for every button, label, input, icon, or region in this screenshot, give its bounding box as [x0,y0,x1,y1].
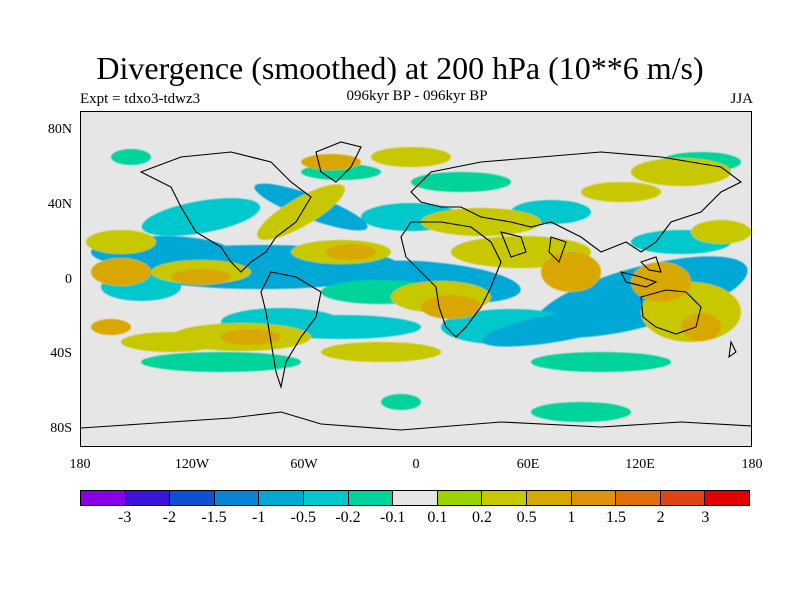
season-label: JJA [730,91,753,107]
coastline [410,151,743,253]
lat-label-40n: 40N [47,197,72,212]
colorbar-box [259,491,304,505]
colorbar-box [437,491,483,505]
colorbar-box [616,491,661,505]
divergence-contour-region [321,342,441,362]
divergence-contour-region [257,184,345,240]
lat-label-80n: 80N [47,122,72,137]
divergence-contour-region [381,394,421,410]
coastline [548,236,567,264]
divergence-contour-region [91,319,131,335]
colorbar-box [393,491,438,505]
colorbar-box [348,491,394,505]
divergence-contour-region [141,352,301,372]
colorbar-tick-label: 0.1 [427,509,448,526]
divergence-contour-region [371,147,451,167]
colorbar [80,490,750,506]
coastline [139,151,312,273]
map-panel [80,111,752,447]
colorbar-box [660,491,706,505]
divergence-contour-region [541,252,601,292]
coastline [315,141,362,183]
divergence-contour-region [91,258,151,286]
colorbar-tick-label: 1 [567,509,576,526]
period-label: 096kyr BP - 096kyr BP [346,88,488,104]
colorbar-tick-label: -0.1 [379,509,406,526]
divergence-contour-region [301,154,361,170]
divergence-contour-region [171,269,231,285]
coastline [500,231,527,258]
divergence-contour-region [411,172,511,192]
colorbar-tick-label: -1.5 [201,509,227,526]
divergence-contour-region [631,158,731,186]
divergence-contour-region [121,332,221,352]
coastline [639,256,662,273]
colorbar-tick-label: 0.2 [472,509,492,526]
lon-label-180e: 180 [741,457,763,472]
divergence-contour-region [421,208,541,236]
divergence-contour-region [421,295,481,319]
colorbar-tick-label: -2 [162,509,176,526]
divergence-contour-region [691,220,751,244]
lat-label-80s: 80S [50,421,72,436]
lat-label-40s: 40S [50,346,72,361]
colorbar-box [705,491,749,505]
lon-label-60e: 60E [516,457,540,472]
colorbar-tick-label: 3 [701,509,710,526]
divergence-contour-region [482,307,640,347]
lon-label-120e: 120E [625,457,655,472]
lat-label-0: 0 [65,272,72,287]
divergence-contour-region [681,313,721,341]
colorbar-tick-label: 2 [656,509,665,526]
colorbar-box [214,491,260,505]
colorbar-box [125,491,171,505]
colorbar-tick-label: -3 [117,509,132,526]
coastline [400,221,502,338]
colorbar-box [81,491,126,505]
divergence-field [81,141,751,431]
coastline [260,271,322,390]
experiment-label: Expt = tdxo3-tdwz3 [80,91,201,107]
colorbar-tick-label: 1.5 [606,509,626,526]
lon-label-180w: 180 [69,457,91,472]
divergence-contour-region [531,352,671,372]
colorbar-tick-label: -0.5 [290,509,316,526]
colorbar-tick-label: -1 [251,509,266,526]
divergence-contour-region [326,244,376,260]
colorbar-box [482,491,527,505]
divergence-contour-region [141,198,261,236]
plot-title: Divergence (smoothed) at 200 hPa (10**6 … [96,50,704,86]
lon-label-0: 0 [412,457,420,472]
divergence-contour-region [111,149,151,165]
colorbar-box [170,491,215,505]
lon-label-120w: 120W [174,457,210,472]
divergence-contour-region [531,402,631,422]
colorbar-tick-label: 0.5 [516,509,537,526]
colorbar-box [571,491,617,505]
divergence-contour-region [221,329,281,345]
divergence-contour-region [631,262,691,302]
lon-label-60w: 60W [290,457,318,472]
colorbar-box [303,491,349,505]
divergence-contour-region [581,182,661,202]
coastline [619,271,658,288]
coastline [728,340,737,359]
divergence-contour-region [86,230,156,254]
coastline [640,289,702,335]
colorbar-box [526,491,572,505]
coastline [81,411,751,431]
colorbar-tick-label: -0.2 [335,509,361,526]
